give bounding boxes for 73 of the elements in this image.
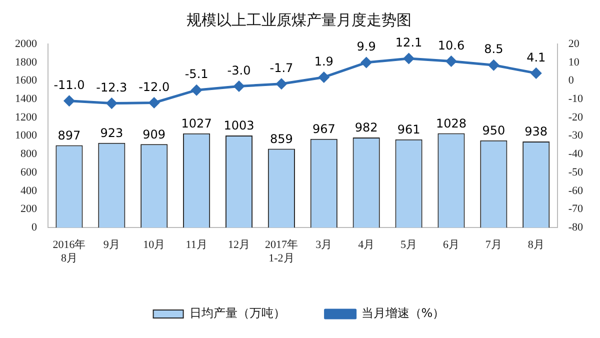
x-tick-label: 2016年 8月	[52, 239, 86, 264]
y-tick-label: 1600	[15, 74, 38, 87]
data-label: 938	[524, 124, 548, 139]
point	[148, 98, 160, 108]
data-label: 12.1	[395, 36, 422, 50]
point	[446, 56, 456, 67]
point	[276, 78, 287, 90]
point	[106, 98, 117, 109]
y2-tick-label: -30	[568, 130, 584, 142]
y-tick-label: 1400	[15, 92, 38, 105]
y2-tick-label: -60	[568, 184, 584, 197]
data-label: -3.0	[227, 63, 251, 78]
y-tick-label: 200	[20, 203, 38, 216]
y-tick-label: 1200	[15, 111, 38, 124]
x-tick-label: 2017年 1-2月	[264, 239, 298, 264]
y2-tick-label: 0	[568, 74, 574, 87]
data-label: 982	[354, 120, 378, 135]
y-tick-label: 600	[20, 166, 38, 178]
point	[191, 84, 202, 96]
y-tick-label: 800	[20, 148, 38, 160]
data-label: 967	[312, 122, 336, 136]
x-tick-label: 7月	[485, 239, 502, 252]
x-tick-label: 4月	[358, 239, 375, 252]
data-label: 897	[58, 128, 81, 142]
data-label: -12.0	[138, 80, 170, 94]
y-tick-label: 2000	[15, 38, 38, 50]
x-tick-label: 5月	[400, 239, 418, 252]
data-label: -12.3	[96, 80, 128, 94]
x-tick-label: 12月	[228, 239, 250, 252]
data-label: -5.1	[184, 67, 208, 82]
data-label: 1027	[181, 116, 212, 130]
point	[234, 80, 244, 92]
y-tick-label: 1000	[15, 130, 38, 142]
y-tick-label: 400	[20, 184, 38, 197]
data-label: 8.5	[484, 42, 504, 56]
data-label: 1.9	[314, 54, 334, 68]
data-label: 1028	[436, 116, 466, 130]
chart-title: 规模以上工业原煤产量月度走势图	[186, 10, 412, 29]
x-tick-label: 3月	[316, 239, 332, 252]
data-label: -1.7	[270, 60, 294, 75]
y2-tick-label: -10	[568, 92, 584, 105]
y-tick-label: 1800	[15, 56, 38, 68]
x-tick-label: 9月	[103, 239, 120, 252]
y2-tick-label: 10	[568, 56, 580, 68]
point	[361, 57, 372, 68]
y2-tick-label: 20	[568, 38, 580, 50]
x-tick-label: 10月	[143, 239, 166, 252]
data-label: -11.0	[54, 78, 85, 92]
data-label: 923	[100, 126, 124, 140]
data-label: 4.1	[526, 50, 546, 64]
y2-tick-label: -50	[568, 166, 584, 178]
x-tick-label: 6月	[442, 239, 460, 252]
point	[530, 68, 542, 78]
data-label: 961	[397, 122, 420, 137]
x-tick-label: 11月	[186, 239, 208, 252]
point	[318, 72, 330, 82]
data-label: 10.6	[438, 38, 465, 52]
legend-label: 日均产量（万吨）	[189, 306, 286, 320]
x-tick-label: 8月	[528, 239, 544, 252]
data-label: 909	[142, 127, 166, 142]
data-label: 859	[270, 132, 293, 146]
data-label: 950	[482, 124, 506, 138]
data-label: 9.9	[356, 40, 376, 54]
point	[404, 53, 414, 64]
y2-tick-label: -70	[568, 203, 584, 216]
y2-tick-label: -40	[568, 148, 584, 160]
y-tick-label: 0	[32, 221, 38, 234]
y2-tick-label: -80	[568, 221, 584, 234]
point	[64, 96, 74, 106]
legend-label: 当月增速（%）	[361, 306, 445, 320]
data-label: 1003	[224, 118, 254, 133]
point	[488, 60, 499, 70]
y2-tick-label: -20	[568, 111, 584, 124]
